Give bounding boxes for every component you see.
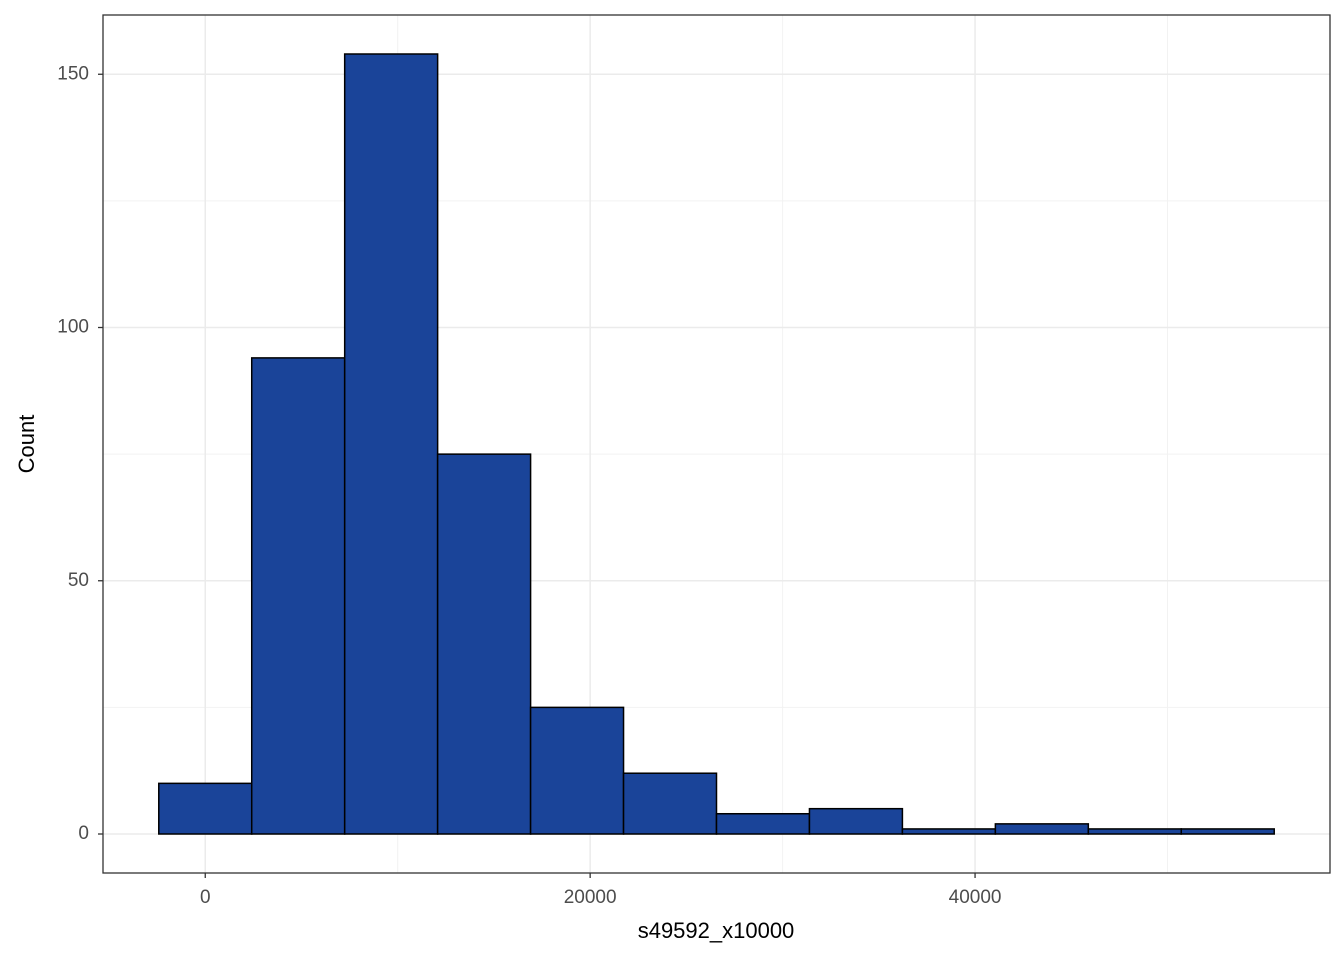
bar — [343, 53, 439, 835]
bar — [622, 772, 718, 835]
bar — [1180, 828, 1275, 835]
bar — [250, 357, 346, 835]
bar — [808, 807, 904, 835]
bar — [994, 823, 1090, 835]
bar — [901, 828, 997, 835]
bar — [158, 782, 253, 835]
bar — [1087, 828, 1183, 835]
bar — [436, 453, 532, 835]
x-axis-title: s49592_x10000 — [638, 918, 795, 943]
y-tick-label: 0 — [78, 823, 89, 844]
bar — [715, 812, 811, 835]
bar — [529, 706, 625, 835]
x-tick-label: 0 — [200, 887, 211, 908]
y-axis-title: Count — [14, 415, 39, 474]
y-tick-label: 150 — [57, 63, 89, 84]
y-tick-label: 50 — [68, 570, 89, 591]
y-tick-label: 100 — [57, 317, 89, 338]
panel-border — [102, 14, 1331, 874]
x-tick-label: 20000 — [564, 887, 617, 908]
x-tick-label: 40000 — [949, 887, 1002, 908]
